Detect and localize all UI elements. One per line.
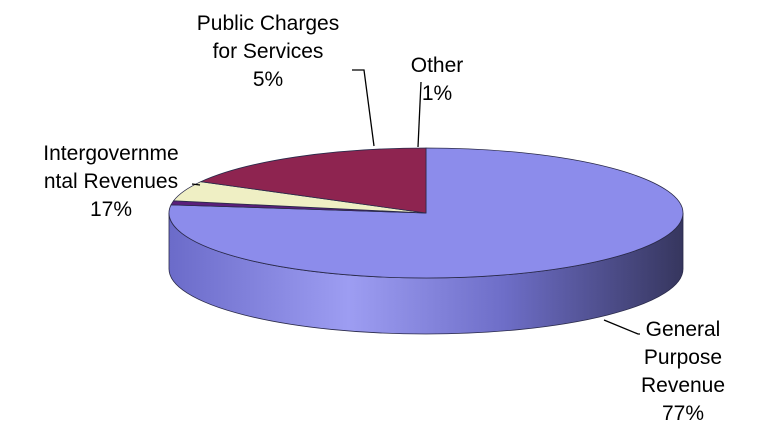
slice-name-line: Other [411, 54, 464, 77]
slice-label-intergovernme-ntal-revenues: Intergovernme ntal Revenues 17% [43, 142, 178, 221]
slice-percent-public-charges-for-services: 5% [253, 68, 283, 91]
slice-name-line: Purpose [644, 346, 722, 369]
leader-lines [191, 69, 640, 335]
slice-label-public-charges-for-services: Public Charges for Services 5% [197, 12, 339, 91]
slice-percent-general-purpose-revenue: 77% [662, 402, 704, 425]
leader-line-general-purpose-revenue [603, 319, 640, 335]
slice-percent-other: 1% [422, 82, 452, 105]
leader-line-other [417, 81, 422, 148]
slice-name-line: Intergovernme [43, 142, 178, 165]
slice-percent-intergovernme-ntal-revenues: 17% [90, 198, 132, 221]
slice-labels: General Purpose Revenue 77% Other 1% Public Ch… [43, 12, 725, 425]
slice-name-line: Revenue [641, 374, 725, 397]
pie-slice-intergovernme-ntal-revenues [199, 147, 427, 214]
pie-layer [168, 147, 684, 335]
slice-name-line: General [646, 318, 721, 341]
slice-label-other: Other 1% [411, 54, 464, 105]
leader-line-intergovernme-ntal-revenues [191, 183, 201, 186]
slice-name-line: Public Charges [197, 12, 339, 35]
slice-label-general-purpose-revenue: General Purpose Revenue 77% [641, 318, 725, 425]
leader-line-public-charges-for-services [352, 69, 375, 147]
slice-name-line: for Services [213, 40, 324, 63]
slice-name-line: ntal Revenues [44, 170, 178, 193]
